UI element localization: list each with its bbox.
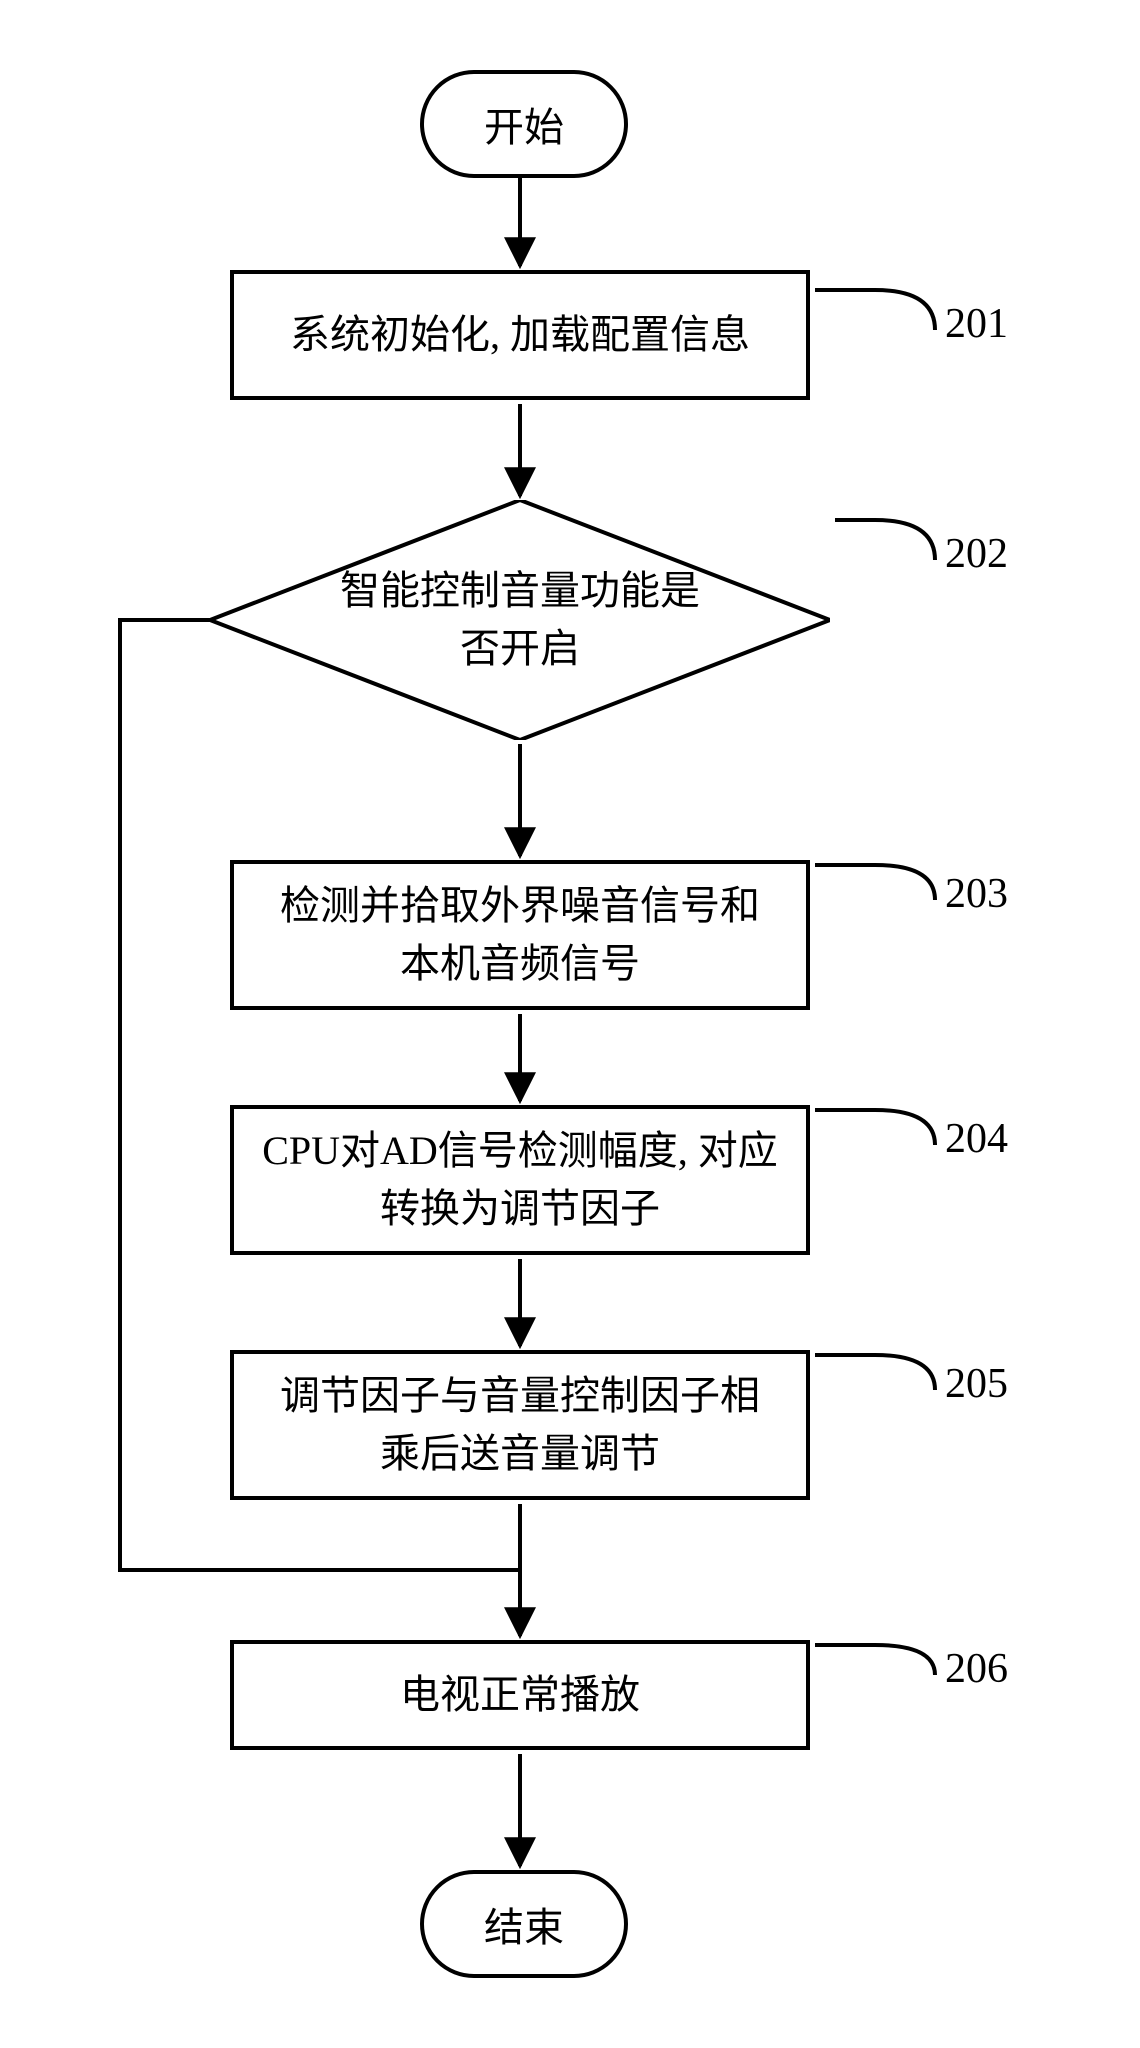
end-terminal: 结束 <box>420 1870 628 1978</box>
step-203-text: 检测并拾取外界噪音信号和 本机音频信号 <box>280 877 760 993</box>
label-205: 205 <box>945 1360 1008 1408</box>
step-201: 系统初始化, 加载配置信息 <box>230 270 810 400</box>
step-202-text: 智能控制音量功能是 否开启 <box>210 560 830 680</box>
label-202: 202 <box>945 530 1008 578</box>
label-203: 203 <box>945 870 1008 918</box>
label-201: 201 <box>945 300 1008 348</box>
step-205: 调节因子与音量控制因子相 乘后送音量调节 <box>230 1350 810 1500</box>
flowchart-canvas: 开始 系统初始化, 加载配置信息 智能控制音量功能是 否开启 检测并拾取外界噪音… <box>0 0 1140 2048</box>
step-204-text: CPU对AD信号检测幅度, 对应 转换为调节因子 <box>262 1122 778 1238</box>
step-204: CPU对AD信号检测幅度, 对应 转换为调节因子 <box>230 1105 810 1255</box>
start-terminal: 开始 <box>420 70 628 178</box>
step-201-text: 系统初始化, 加载配置信息 <box>290 306 750 364</box>
start-label: 开始 <box>484 95 564 153</box>
step-203: 检测并拾取外界噪音信号和 本机音频信号 <box>230 860 810 1010</box>
step-206-text: 电视正常播放 <box>400 1666 640 1724</box>
end-label: 结束 <box>484 1895 564 1953</box>
step-202-decision: 智能控制音量功能是 否开启 <box>210 500 830 740</box>
step-205-text: 调节因子与音量控制因子相 乘后送音量调节 <box>280 1367 760 1483</box>
step-206: 电视正常播放 <box>230 1640 810 1750</box>
label-204: 204 <box>945 1115 1008 1163</box>
label-206: 206 <box>945 1645 1008 1693</box>
